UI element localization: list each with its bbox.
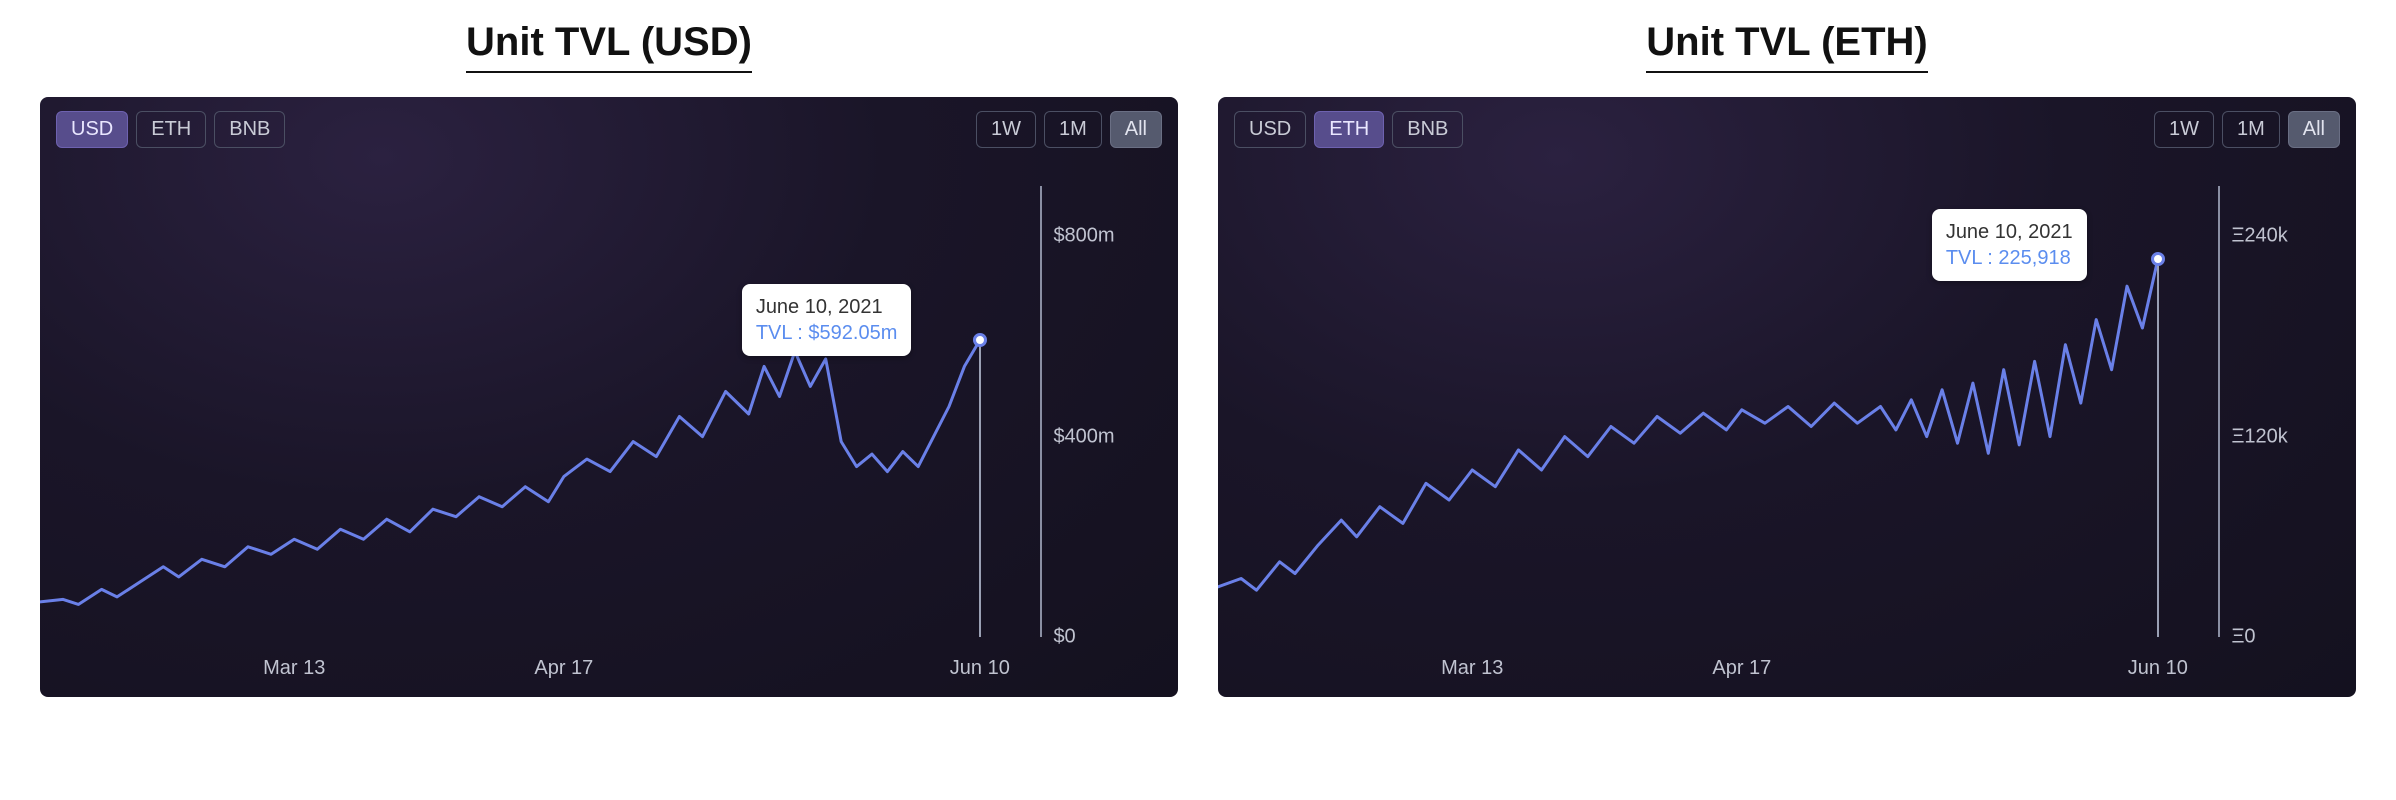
range-button-group: 1W1MAll	[2154, 111, 2340, 148]
range-button-1m[interactable]: 1M	[2222, 111, 2280, 148]
x-tick-label: Mar 13	[1441, 657, 1503, 680]
chart-card: USDETHBNB 1W1MAll Ξ0 Ξ120k Ξ240k June 10, 202…	[1218, 97, 2356, 697]
y-tick-label: $800m	[1053, 225, 1114, 248]
chart-svg	[1218, 156, 2356, 649]
hover-marker	[973, 333, 987, 347]
range-button-1w[interactable]: 1W	[2154, 111, 2214, 148]
x-tick-label: Jun 10	[2128, 657, 2188, 680]
tooltip-value: TVL : $592.05m	[756, 320, 898, 346]
range-button-1w[interactable]: 1W	[976, 111, 1036, 148]
series-line	[40, 340, 980, 604]
currency-button-group: USDETHBNB	[56, 111, 285, 148]
y-tick-label: Ξ120k	[2231, 425, 2287, 448]
y-tick-label: $400m	[1053, 425, 1114, 448]
chart-svg	[40, 156, 1178, 649]
range-button-all[interactable]: All	[2288, 111, 2340, 148]
panels-container: Unit TVL (USD)USDETHBNB1W1MAll$0$400m$80…	[40, 20, 2356, 697]
panel-title: Unit TVL (ETH)	[1646, 20, 1927, 73]
tooltip-date: June 10, 2021	[1946, 219, 2073, 245]
currency-button-bnb[interactable]: BNB	[1392, 111, 1463, 148]
x-tick-label: Mar 13	[263, 657, 325, 680]
hover-line	[2157, 259, 2159, 637]
y-axis-line	[2218, 186, 2220, 637]
hover-line	[979, 340, 981, 637]
plot-area[interactable]: $0 $400m $800m June 10, 2021TVL : $592.05m	[40, 156, 1178, 649]
hover-marker	[2151, 252, 2165, 266]
panel-0: Unit TVL (USD) USDETHBNB 1W1MAll $0 $400m $80…	[40, 20, 1178, 697]
series-line	[1218, 260, 2158, 591]
y-axis-line	[1040, 186, 1042, 637]
x-axis: Mar 13 Apr 17 Jun 10	[40, 649, 1178, 697]
currency-button-group: USDETHBNB	[1234, 111, 1463, 148]
range-button-1m[interactable]: 1M	[1044, 111, 1102, 148]
x-tick-label: Jun 10	[950, 657, 1010, 680]
x-axis: Mar 13 Apr 17 Jun 10	[1218, 649, 2356, 697]
x-tick-label: Apr 17	[1712, 657, 1771, 680]
chart-toolbar: USDETHBNB 1W1MAll	[1218, 97, 2356, 156]
y-tick-label: Ξ0	[2231, 626, 2255, 649]
x-tick-label: Apr 17	[534, 657, 593, 680]
currency-button-bnb[interactable]: BNB	[214, 111, 285, 148]
plot-area[interactable]: Ξ0 Ξ120k Ξ240k June 10, 2021TVL : 225,918	[1218, 156, 2356, 649]
range-button-group: 1W1MAll	[976, 111, 1162, 148]
tooltip-value: TVL : 225,918	[1946, 245, 2073, 271]
tooltip-date: June 10, 2021	[756, 294, 898, 320]
range-button-all[interactable]: All	[1110, 111, 1162, 148]
chart-card: USDETHBNB 1W1MAll $0 $400m $800m June 10, 202…	[40, 97, 1178, 697]
panel-title: Unit TVL (USD)	[466, 20, 752, 73]
y-tick-label: Ξ240k	[2231, 225, 2287, 248]
y-tick-label: $0	[1053, 626, 1075, 649]
currency-button-usd[interactable]: USD	[56, 111, 128, 148]
currency-button-eth[interactable]: ETH	[136, 111, 206, 148]
chart-tooltip: June 10, 2021TVL : 225,918	[1932, 209, 2087, 281]
chart-tooltip: June 10, 2021TVL : $592.05m	[742, 284, 912, 356]
panel-1: Unit TVL (ETH) USDETHBNB 1W1MAll Ξ0 Ξ120k Ξ24…	[1218, 20, 2356, 697]
currency-button-eth[interactable]: ETH	[1314, 111, 1384, 148]
currency-button-usd[interactable]: USD	[1234, 111, 1306, 148]
chart-toolbar: USDETHBNB 1W1MAll	[40, 97, 1178, 156]
